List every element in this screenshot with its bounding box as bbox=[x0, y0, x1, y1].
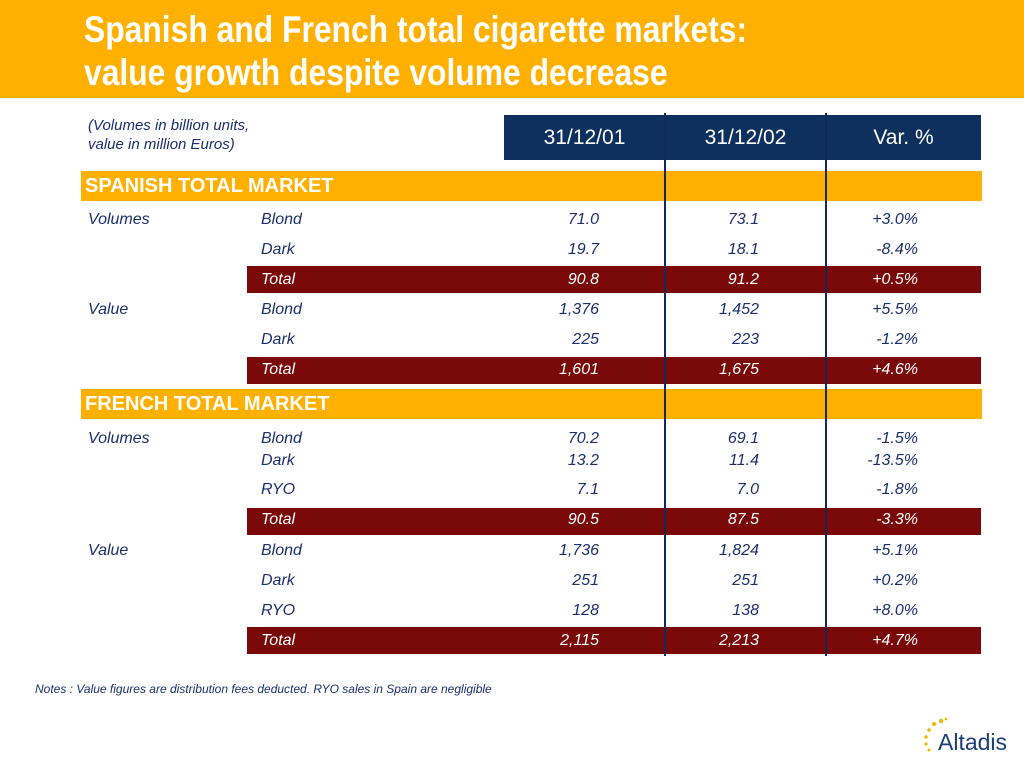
column-header-2002: 31/12/02 bbox=[704, 126, 787, 149]
row-item: Dark bbox=[261, 331, 295, 348]
value-2002: 91.2 bbox=[727, 271, 759, 288]
value-2001: 70.2 bbox=[567, 430, 599, 447]
value-2002: 11.4 bbox=[729, 452, 759, 469]
value-2001: 90.8 bbox=[567, 271, 599, 288]
value-2002: 87.5 bbox=[727, 511, 759, 528]
row-category: Volumes bbox=[88, 211, 150, 228]
value-2002: 73.1 bbox=[727, 211, 759, 228]
variation-percent: +4.6% bbox=[872, 361, 918, 378]
variation-percent: +3.0% bbox=[872, 211, 918, 228]
total-row-bar bbox=[247, 266, 981, 293]
value-2002: 223 bbox=[732, 331, 759, 348]
row-item: Total bbox=[261, 271, 296, 288]
value-2001: 13.2 bbox=[567, 452, 599, 469]
page-title-line-2: value growth despite volume decrease bbox=[84, 52, 668, 93]
value-2002: 1,452 bbox=[718, 301, 759, 318]
value-2001: 251 bbox=[572, 572, 599, 589]
row-category: Value bbox=[88, 542, 129, 559]
variation-percent: -1.5% bbox=[876, 430, 918, 447]
variation-percent: +8.0% bbox=[872, 602, 918, 619]
value-2002: 18.1 bbox=[727, 241, 759, 258]
row-category: Value bbox=[88, 301, 129, 318]
variation-percent: +4.7% bbox=[872, 632, 918, 649]
row-item: Blond bbox=[261, 430, 302, 447]
units-note-line-1: (Volumes in billion units, bbox=[88, 117, 250, 134]
row-item: Blond bbox=[261, 211, 302, 228]
row-item: Total bbox=[261, 632, 296, 649]
row-item: Total bbox=[261, 361, 296, 378]
value-2002: 1,675 bbox=[718, 361, 759, 378]
altadis-logo: Altadis bbox=[920, 712, 1020, 762]
section-header: SPANISH TOTAL MARKET bbox=[81, 171, 982, 201]
row-item: RYO bbox=[261, 481, 296, 498]
total-row-bar bbox=[247, 627, 981, 654]
section-title: SPANISH TOTAL MARKET bbox=[85, 175, 334, 197]
row-item: Blond bbox=[261, 301, 302, 318]
variation-percent: +5.1% bbox=[872, 542, 918, 559]
value-2001: 1,376 bbox=[558, 301, 599, 318]
row-item: Dark bbox=[261, 572, 295, 589]
value-2001: 128 bbox=[572, 602, 599, 619]
value-2002: 1,824 bbox=[718, 542, 759, 559]
units-note-line-2: value in million Euros) bbox=[88, 136, 235, 153]
total-row-bar bbox=[247, 357, 981, 384]
value-2002: 251 bbox=[732, 572, 759, 589]
value-2001: 2,115 bbox=[560, 632, 599, 649]
variation-percent: +0.2% bbox=[872, 572, 918, 589]
column-header-2001: 31/12/01 bbox=[543, 126, 626, 149]
logo-wordmark: Altadis bbox=[938, 729, 1008, 755]
variation-percent: -1.8% bbox=[876, 481, 918, 498]
column-divider bbox=[825, 113, 827, 656]
column-header-variation: Var. % bbox=[873, 126, 934, 149]
row-item: Total bbox=[261, 511, 296, 528]
total-row-bar bbox=[247, 508, 981, 535]
value-2002: 138 bbox=[732, 602, 759, 619]
section-header: FRENCH TOTAL MARKET bbox=[81, 389, 982, 419]
value-2002: 2,213 bbox=[718, 632, 759, 649]
title-banner: Spanish and French total cigarette marke… bbox=[0, 0, 1024, 98]
value-2001: 1,601 bbox=[558, 361, 599, 378]
variation-percent: +5.5% bbox=[872, 301, 918, 318]
row-item: Dark bbox=[261, 452, 295, 469]
value-2001: 19.7 bbox=[567, 241, 599, 258]
page-title-line-1: Spanish and French total cigarette marke… bbox=[84, 9, 748, 50]
value-2001: 90.5 bbox=[567, 511, 599, 528]
variation-percent: +0.5% bbox=[872, 271, 918, 288]
variation-percent: -8.4% bbox=[876, 241, 918, 258]
row-item: RYO bbox=[261, 602, 296, 619]
row-item: Dark bbox=[261, 241, 295, 258]
altadis-star-arc-icon bbox=[924, 717, 948, 752]
value-2002: 69.1 bbox=[727, 430, 759, 447]
value-2001: 225 bbox=[572, 331, 599, 348]
footnote: Notes : Value figures are distribution f… bbox=[35, 682, 492, 696]
column-divider bbox=[664, 113, 666, 656]
row-item: Blond bbox=[261, 542, 302, 559]
row-category: Volumes bbox=[88, 430, 150, 447]
value-2001: 1,736 bbox=[558, 542, 599, 559]
value-2001: 71.0 bbox=[567, 211, 599, 228]
section-title: FRENCH TOTAL MARKET bbox=[85, 393, 330, 415]
value-2002: 7.0 bbox=[736, 481, 759, 498]
variation-percent: -1.2% bbox=[876, 331, 918, 348]
column-header-bar: 31/12/01 31/12/02 Var. % bbox=[504, 115, 981, 160]
variation-percent: -3.3% bbox=[876, 511, 918, 528]
value-2001: 7.1 bbox=[576, 481, 599, 498]
variation-percent: -13.5% bbox=[867, 452, 918, 469]
